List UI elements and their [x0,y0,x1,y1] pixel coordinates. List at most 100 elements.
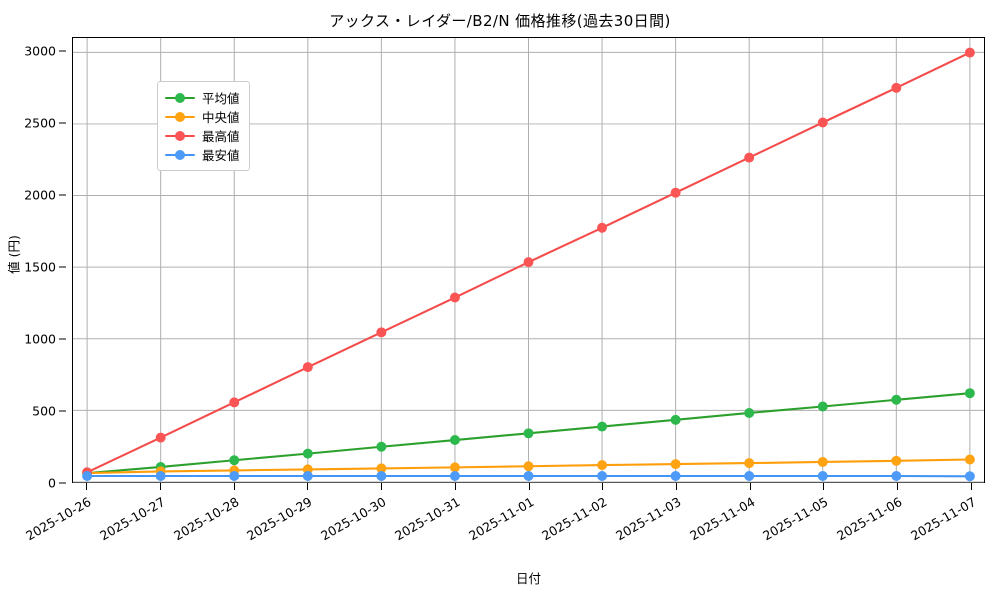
y-axis-tick-labels: 0 500 1000 1500 2000 2500 3000 [0,37,66,491]
data-point-marker [523,428,534,439]
data-point-marker [449,292,460,303]
y-tick-label: 0 [48,475,56,491]
x-tick-label: 2025-10-26 [23,494,94,544]
data-point-marker [670,459,681,470]
data-point-marker [449,435,460,446]
x-tick-label: 2025-11-03 [613,494,684,544]
chart-legend[interactable]: 平均値中央値最高値最安値 [157,81,250,171]
x-tick-label: 2025-11-02 [539,494,610,544]
data-point-marker [302,362,313,373]
data-point-marker [449,462,460,473]
y-tick-label: 1500 [24,259,56,275]
x-tick-mark [454,483,456,490]
y-tick-mark [59,122,66,124]
data-point-marker [817,456,828,467]
y-tick-mark [59,266,66,268]
data-point-marker [744,407,755,418]
legend-item[interactable]: 中央値 [165,107,240,126]
y-tick-mark [59,410,66,412]
data-point-marker [670,414,681,425]
legend-swatch-icon [165,91,195,105]
data-point-marker [523,461,534,472]
x-tick-label: 2025-10-28 [170,494,242,544]
y-tick-mark [59,482,66,484]
y-tick-mark [59,338,66,340]
data-point-marker [744,471,755,481]
data-point-marker [817,401,828,412]
legend-swatch-icon [165,148,195,162]
x-tick-label: 2025-11-05 [760,494,831,544]
data-point-marker [891,394,902,405]
legend-label: 最高値 [202,129,240,144]
data-point-marker [376,441,387,452]
data-series-layer [82,47,975,482]
legend-item[interactable]: 最高値 [165,126,240,145]
x-tick-label: 2025-11-01 [465,494,536,544]
chart-title: アックス・レイダー/B2/N 価格推移(過去30日間) [329,12,671,30]
data-point-marker [597,421,608,432]
plot-area: 平均値中央値最高値最安値 [72,37,985,483]
data-point-marker [376,327,387,338]
data-point-marker [964,47,975,58]
legend-item[interactable]: 平均値 [165,88,240,107]
data-point-marker [891,82,902,93]
legend-label: 平均値 [202,91,240,106]
gridlines [73,38,984,483]
x-tick-mark [86,483,88,490]
data-point-marker [817,117,828,128]
data-point-marker [744,152,755,163]
x-tick-label: 2025-11-07 [907,494,979,544]
x-tick-label: 2025-10-30 [318,494,389,544]
x-tick-mark [381,483,383,490]
legend-swatch-icon [165,129,195,143]
x-tick-mark [528,483,530,490]
x-tick-label: 2025-10-31 [391,494,463,544]
data-point-marker [376,463,387,474]
data-point-marker [523,471,534,481]
data-point-marker [597,222,608,233]
x-tick-mark [233,483,235,490]
legend-swatch-icon [165,110,195,124]
data-point-marker [155,471,166,481]
y-tick-label: 1000 [24,331,56,347]
data-point-marker [817,471,828,481]
x-tick-mark [602,483,604,490]
data-point-marker [597,460,608,471]
y-tick-mark [59,194,66,196]
legend-label: 最安値 [202,148,240,163]
data-point-marker [670,187,681,198]
x-tick-label: 2025-10-27 [96,494,168,544]
x-tick-mark [307,483,309,490]
data-point-marker [376,471,387,481]
x-tick-mark [823,483,825,490]
data-point-marker [891,471,902,481]
x-tick-mark [675,483,677,490]
y-tick-label: 3000 [24,43,56,59]
x-tick-mark [897,483,899,490]
data-point-marker [964,471,975,482]
data-point-marker [82,471,93,481]
data-point-marker [229,471,240,481]
y-tick-label: 2500 [24,115,56,131]
data-point-marker [744,458,755,469]
data-point-marker [155,432,166,443]
data-point-marker [597,471,608,481]
legend-label: 中央値 [202,110,240,125]
x-tick-label: 2025-10-29 [244,494,315,544]
y-tick-label: 500 [32,403,56,419]
data-point-marker [891,455,902,466]
data-point-marker [670,471,681,481]
y-tick-label: 2000 [24,187,56,203]
x-tick-label: 2025-11-04 [686,494,758,544]
data-point-marker [523,257,534,268]
x-tick-mark [159,483,161,490]
data-point-marker [302,448,313,459]
data-point-marker [229,455,240,466]
legend-item[interactable]: 最安値 [165,145,240,164]
x-axis-tick-labels: 2025-10-26 2025-10-27 2025-10-28 2025-10-29… [23,483,985,583]
data-point-marker [964,454,975,465]
data-point-marker [964,388,975,399]
x-tick-mark [749,483,751,490]
x-axis-label: 日付 [515,571,541,586]
